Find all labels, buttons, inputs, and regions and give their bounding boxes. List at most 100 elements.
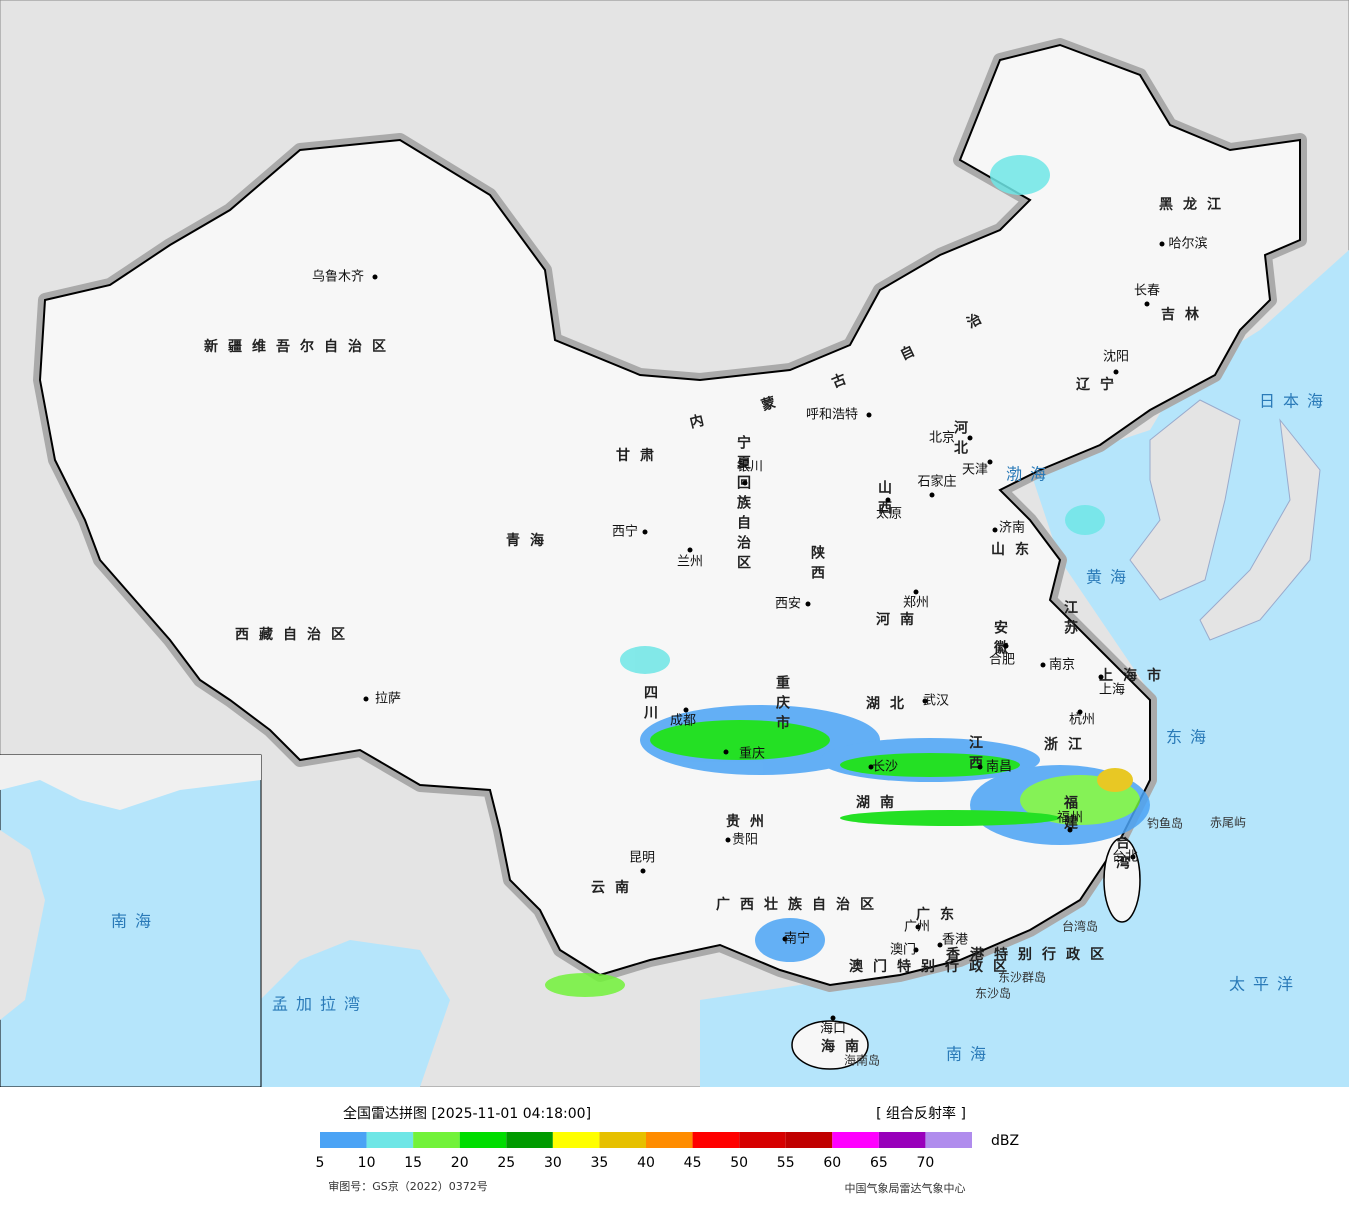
city-label: 天津 (962, 463, 988, 478)
city-label: 重庆 (739, 746, 765, 762)
city-label: 上海 (1099, 683, 1125, 698)
legend-tick-label: 35 (591, 1155, 609, 1171)
city-label: 福州 (1057, 811, 1083, 826)
city-label: 海口 (820, 1022, 846, 1037)
province-label: 福建 (1062, 794, 1079, 835)
city-label: 郑州 (903, 596, 929, 611)
legend-swatch (413, 1132, 460, 1148)
province-label: 山东 (991, 541, 1039, 558)
city-dot (913, 947, 919, 953)
city-dot (915, 924, 921, 930)
city-dot (372, 274, 378, 280)
city-label: 杭州 (1069, 713, 1095, 728)
province-label: 青海 (506, 532, 554, 549)
echo (650, 720, 830, 760)
city-label: 合肥 (989, 653, 1015, 668)
city-dot (1067, 827, 1073, 833)
taiwan-island (1103, 837, 1141, 923)
legend-tick-label: 55 (777, 1155, 795, 1171)
legend-tick-label: 40 (637, 1155, 655, 1171)
legend-swatch (646, 1132, 693, 1148)
city-dot (1077, 709, 1083, 715)
city-label: 长春 (1134, 284, 1160, 299)
echo (840, 753, 1020, 777)
city-dot (992, 527, 998, 533)
province-label: 安徽 (992, 619, 1009, 660)
water-label: 黄海 (1086, 568, 1134, 587)
city-label: 哈尔滨 (1168, 236, 1207, 252)
city-dot (885, 497, 891, 503)
hainan-island (791, 1020, 869, 1070)
legend-swatch (366, 1132, 414, 1148)
legend-tick-label: 45 (684, 1155, 702, 1171)
echo-areas (545, 155, 1150, 997)
japan (1199, 418, 1321, 641)
city-label: 贵阳 (732, 833, 758, 848)
legend-swatch (785, 1132, 833, 1148)
city-dot (687, 547, 693, 553)
city-label: 广州 (904, 920, 930, 935)
city-label: 拉萨 (375, 692, 401, 707)
city-label: 西安 (775, 597, 801, 612)
city-label: 长沙 (872, 760, 898, 775)
city-dot (1130, 854, 1136, 860)
city-dot (1003, 643, 1009, 649)
legend-title: 全国雷达拼图 [2025-11-01 04:18:00] (343, 1105, 591, 1122)
city-dot (363, 696, 369, 702)
city-dot (642, 529, 648, 535)
province-label: 贵州 (726, 813, 774, 830)
island-label: 东沙群岛 (998, 970, 1046, 985)
province-label: 黑龙江 (1159, 196, 1231, 213)
island-label: 钓鱼岛 (1147, 816, 1183, 831)
city-label: 兰州 (677, 555, 703, 570)
province-label: 重庆市 (774, 674, 790, 735)
province-label: 湖北 (866, 696, 914, 712)
province-label: 上海市 (1099, 667, 1171, 684)
province-label: 甘肃 (616, 447, 664, 464)
bay-of-bengal (260, 940, 450, 1087)
legend-swatch (925, 1132, 972, 1148)
city-dot (913, 589, 919, 595)
island-label: 东沙岛 (975, 986, 1011, 1001)
province-label: 西藏自治区 (235, 626, 355, 643)
province-label: 香港特别行政区 (945, 946, 1114, 963)
legend-tick-label: 5 (316, 1155, 325, 1171)
legend-swatch (692, 1132, 740, 1148)
legend-swatch (320, 1132, 367, 1148)
city-dot (866, 412, 872, 418)
province-label: 湖南 (856, 794, 904, 811)
inset-box (0, 754, 262, 1088)
legend-swatch (552, 1132, 600, 1148)
city-dot (723, 749, 729, 755)
province-label: 陕西 (809, 544, 825, 585)
legend-tick-label: 60 (823, 1155, 841, 1171)
city-dot (977, 764, 983, 770)
legend-tick-label: 10 (358, 1155, 376, 1171)
water-label: 渤海 (1006, 465, 1054, 484)
city-dot (1159, 241, 1165, 247)
city-dot (1040, 662, 1046, 668)
inset-land (0, 755, 261, 810)
city-dot (1144, 301, 1150, 307)
water-label: 孟加拉湾 (272, 995, 368, 1014)
province-label: 河南 (876, 611, 924, 628)
legend-tick-label: 25 (497, 1155, 515, 1171)
city-label: 济南 (999, 520, 1025, 536)
city-label: 南京 (1049, 657, 1075, 673)
province-label: 江苏 (1062, 599, 1078, 640)
province-label: 海南 (821, 1038, 869, 1055)
korea (1129, 399, 1241, 601)
legend-swatch (459, 1132, 507, 1148)
province-label: 河北 (952, 419, 968, 460)
province-label: 广西壮族自治区 (716, 896, 884, 913)
city-label: 北京 (929, 431, 955, 446)
city-dot (805, 601, 811, 607)
legend-tick-label: 50 (730, 1155, 748, 1171)
legend-tick-label: 65 (870, 1155, 888, 1171)
city-dot (922, 698, 928, 704)
city-label: 呼和浩特 (806, 408, 858, 423)
city-label: 台北 (1112, 850, 1138, 865)
city-dot (929, 492, 935, 498)
legend-tick-label: 70 (917, 1155, 935, 1171)
city-label: 西宁 (612, 524, 638, 540)
